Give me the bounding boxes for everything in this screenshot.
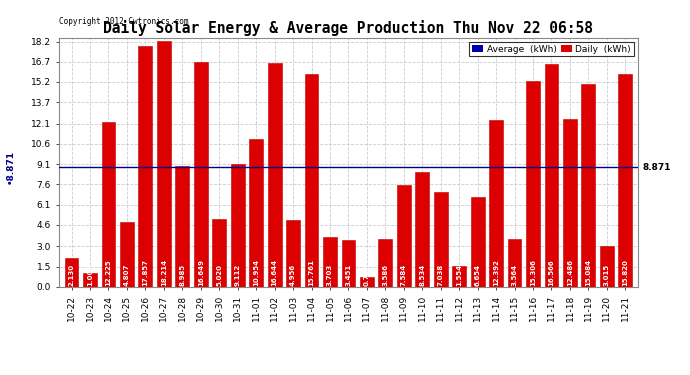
Bar <box>83 273 97 287</box>
Text: 7.038: 7.038 <box>437 264 444 286</box>
Text: 3.451: 3.451 <box>346 264 351 286</box>
Text: 17.857: 17.857 <box>142 259 148 286</box>
Text: Copyright 2012 Cwtronics.com: Copyright 2012 Cwtronics.com <box>59 17 188 26</box>
Text: 7.584: 7.584 <box>401 264 407 286</box>
Bar <box>139 46 152 287</box>
Text: 8.985: 8.985 <box>179 264 186 286</box>
Text: 16.649: 16.649 <box>198 259 204 286</box>
Title: Daily Solar Energy & Average Production Thu Nov 22 06:58: Daily Solar Energy & Average Production … <box>104 20 593 36</box>
Bar <box>304 74 319 287</box>
Bar <box>65 258 79 287</box>
Bar <box>508 239 522 287</box>
Bar <box>268 63 282 287</box>
Text: 15.761: 15.761 <box>308 259 315 286</box>
Text: 16.566: 16.566 <box>549 259 555 286</box>
Bar <box>526 81 540 287</box>
Text: 4.956: 4.956 <box>290 264 296 286</box>
Text: 0.767: 0.767 <box>364 264 370 286</box>
Bar <box>157 41 171 287</box>
Text: 3.586: 3.586 <box>382 264 388 286</box>
Text: 3.015: 3.015 <box>604 264 610 286</box>
Text: 5.020: 5.020 <box>216 264 222 286</box>
Bar <box>489 120 503 287</box>
Bar <box>342 240 355 287</box>
Text: 8.871: 8.871 <box>642 163 671 172</box>
Bar <box>434 192 448 287</box>
Text: 1.007: 1.007 <box>87 264 93 286</box>
Bar <box>194 63 208 287</box>
Bar <box>120 222 134 287</box>
Text: 12.225: 12.225 <box>106 259 112 286</box>
Bar <box>618 74 632 287</box>
Bar <box>471 197 484 287</box>
Bar <box>582 84 595 287</box>
Bar <box>563 118 577 287</box>
Text: 6.654: 6.654 <box>475 264 481 286</box>
Bar <box>378 238 393 287</box>
Text: 3.564: 3.564 <box>511 264 518 286</box>
Legend: Average  (kWh), Daily  (kWh): Average (kWh), Daily (kWh) <box>469 42 633 56</box>
Text: 8.534: 8.534 <box>420 264 425 286</box>
Bar <box>213 219 226 287</box>
Text: 1.554: 1.554 <box>456 264 462 286</box>
Text: 10.954: 10.954 <box>253 259 259 286</box>
Text: 16.644: 16.644 <box>272 259 277 286</box>
Bar <box>452 266 466 287</box>
Text: 18.214: 18.214 <box>161 259 167 286</box>
Bar <box>360 276 374 287</box>
Text: 15.084: 15.084 <box>585 259 591 286</box>
Text: 2.130: 2.130 <box>68 264 75 286</box>
Text: 3.703: 3.703 <box>327 264 333 286</box>
Text: 9.112: 9.112 <box>235 264 241 286</box>
Bar <box>544 64 558 287</box>
Text: 15.306: 15.306 <box>530 259 536 286</box>
Bar <box>101 122 115 287</box>
Text: 12.392: 12.392 <box>493 259 499 286</box>
Bar <box>415 172 429 287</box>
Bar <box>600 246 614 287</box>
Bar <box>286 220 300 287</box>
Bar <box>397 184 411 287</box>
Bar <box>230 164 245 287</box>
Bar <box>323 237 337 287</box>
Text: 15.820: 15.820 <box>622 259 629 286</box>
Text: 4.807: 4.807 <box>124 263 130 286</box>
Bar <box>249 139 263 287</box>
Bar <box>175 166 189 287</box>
Text: 12.486: 12.486 <box>567 259 573 286</box>
Text: •8.871: •8.871 <box>6 150 15 184</box>
